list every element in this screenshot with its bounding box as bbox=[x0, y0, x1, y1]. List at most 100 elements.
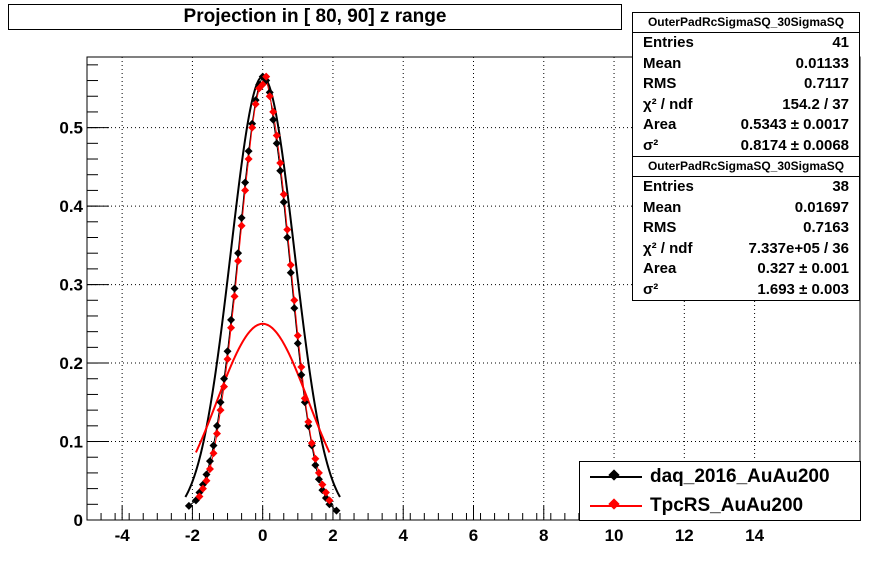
data-point-daq bbox=[234, 249, 243, 258]
data-point-tpcrs bbox=[325, 496, 334, 505]
data-point-daq bbox=[279, 198, 288, 207]
data-point-daq bbox=[314, 475, 323, 484]
y-tick-label: 0.4 bbox=[59, 197, 83, 216]
data-point-tpcrs bbox=[220, 382, 229, 391]
data-point-daq bbox=[230, 284, 239, 293]
stats-value: 0.327 ± 0.001 bbox=[757, 260, 849, 277]
data-point-tpcrs bbox=[279, 190, 288, 199]
stats-row: χ² / ndf 154.2 / 37 bbox=[633, 95, 859, 116]
data-point-tpcrs bbox=[205, 464, 214, 473]
data-point-tpcrs bbox=[297, 362, 306, 371]
y-tick-label: 0 bbox=[74, 511, 83, 530]
data-point-tpcrs bbox=[198, 484, 207, 493]
stats-row: σ² 1.693 ± 0.003 bbox=[633, 280, 859, 301]
stats-row: σ² 0.8174 ± 0.0068 bbox=[633, 136, 859, 157]
data-point-tpcrs bbox=[314, 468, 323, 477]
data-point-tpcrs bbox=[290, 296, 299, 305]
data-point-tpcrs bbox=[237, 221, 246, 230]
data-point-daq bbox=[286, 268, 295, 277]
stats-row: Mean 0.01133 bbox=[633, 54, 859, 75]
stats-label: Area bbox=[643, 260, 677, 277]
legend: daq_2016_AuAu200 TpcRS_AuAu200 bbox=[579, 461, 861, 521]
stats-row: Area 0.327 ± 0.001 bbox=[633, 259, 859, 280]
data-point-daq bbox=[227, 315, 236, 324]
stats-value: 0.5343 ± 0.0017 bbox=[740, 116, 849, 133]
legend-marker-daq bbox=[608, 469, 620, 481]
data-point-tpcrs bbox=[272, 131, 281, 140]
stats-name: OuterPadRcSigmaSQ_30SigmaSQ bbox=[633, 157, 859, 177]
stats-row: Mean 0.01697 bbox=[633, 198, 859, 219]
data-point-tpcrs bbox=[223, 355, 232, 364]
stats-value: 0.01133 bbox=[795, 54, 849, 72]
data-point-tpcrs bbox=[202, 476, 211, 485]
legend-entry-daq: daq_2016_AuAu200 bbox=[580, 462, 860, 491]
stats-row: Area 0.5343 ± 0.0017 bbox=[633, 115, 859, 136]
data-point-tpcrs bbox=[262, 72, 271, 81]
stats-label: Entries bbox=[643, 178, 694, 195]
x-tick-label: 6 bbox=[469, 526, 478, 545]
stats-value: 7.337e+05 / 36 bbox=[748, 239, 849, 257]
data-point-daq bbox=[283, 233, 292, 242]
x-tick-label: 4 bbox=[398, 526, 408, 545]
data-point-daq bbox=[209, 441, 218, 450]
y-tick-label: 0.3 bbox=[59, 276, 83, 295]
data-point-daq bbox=[213, 421, 222, 430]
data-point-tpcrs bbox=[286, 260, 295, 269]
data-point-tpcrs bbox=[258, 80, 267, 89]
data-points bbox=[184, 72, 341, 515]
stats-row: RMS 0.7117 bbox=[633, 74, 859, 95]
legend-label-daq: daq_2016_AuAu200 bbox=[650, 466, 830, 487]
data-point-daq bbox=[244, 147, 253, 156]
data-point-daq bbox=[220, 374, 229, 383]
data-point-daq bbox=[184, 501, 193, 510]
stats-name: OuterPadRcSigmaSQ_30SigmaSQ bbox=[633, 13, 859, 33]
data-point-daq bbox=[205, 457, 214, 466]
data-point-tpcrs bbox=[244, 155, 253, 164]
data-point-tpcrs bbox=[227, 323, 236, 332]
stats-label: RMS bbox=[643, 75, 677, 92]
data-point-tpcrs bbox=[209, 449, 218, 458]
stats-label: RMS bbox=[643, 219, 677, 236]
stats-label: Entries bbox=[643, 34, 694, 51]
stats-value: 0.7117 bbox=[803, 75, 849, 92]
chart-title: Projection in [ 80, 90] z range bbox=[8, 4, 622, 30]
stats-box-tpcrs: OuterPadRcSigmaSQ_30SigmaSQ Entries 38 Mea… bbox=[632, 156, 860, 301]
x-tick-label: 8 bbox=[539, 526, 548, 545]
data-point-tpcrs bbox=[269, 107, 278, 116]
stats-value: 38 bbox=[832, 178, 849, 195]
x-tick-label: 2 bbox=[328, 526, 337, 545]
x-tick-label: 12 bbox=[675, 526, 694, 545]
stats-row: RMS 0.7163 bbox=[633, 218, 859, 239]
data-point-tpcrs bbox=[304, 417, 313, 426]
stats-label: σ² bbox=[643, 280, 659, 298]
stats-label: Mean bbox=[643, 198, 682, 216]
data-point-tpcrs bbox=[251, 100, 260, 109]
stats-label: χ² / ndf bbox=[643, 95, 693, 113]
data-point-tpcrs bbox=[216, 406, 225, 415]
x-tick-label: 0 bbox=[258, 526, 267, 545]
data-point-daq bbox=[297, 370, 306, 379]
stats-label: χ² / ndf bbox=[643, 239, 693, 257]
stats-row: Entries 38 bbox=[633, 177, 859, 198]
data-point-tpcrs bbox=[241, 186, 250, 195]
data-point-tpcrs bbox=[307, 439, 316, 448]
data-point-daq bbox=[223, 347, 232, 356]
stats-row: χ² / ndf 7.337e+05 / 36 bbox=[633, 239, 859, 260]
data-point-daq bbox=[269, 115, 278, 124]
stats-row: Entries 41 bbox=[633, 33, 859, 54]
data-point-daq bbox=[332, 506, 341, 515]
data-point-daq bbox=[202, 470, 211, 479]
y-tick-label: 0.2 bbox=[59, 354, 83, 373]
legend-label-tpcrs: TpcRS_AuAu200 bbox=[650, 495, 804, 516]
legend-entry-tpcrs: TpcRS_AuAu200 bbox=[580, 491, 860, 520]
data-point-daq bbox=[241, 178, 250, 187]
data-point-tpcrs bbox=[213, 429, 222, 438]
y-tick-label: 0.1 bbox=[59, 433, 83, 452]
data-point-tpcrs bbox=[195, 492, 204, 501]
data-point-daq bbox=[272, 139, 281, 148]
data-point-tpcrs bbox=[234, 257, 243, 266]
data-point-tpcrs bbox=[293, 331, 302, 340]
stats-value: 41 bbox=[832, 34, 849, 51]
data-point-tpcrs bbox=[311, 454, 320, 463]
data-point-tpcrs bbox=[230, 292, 239, 301]
